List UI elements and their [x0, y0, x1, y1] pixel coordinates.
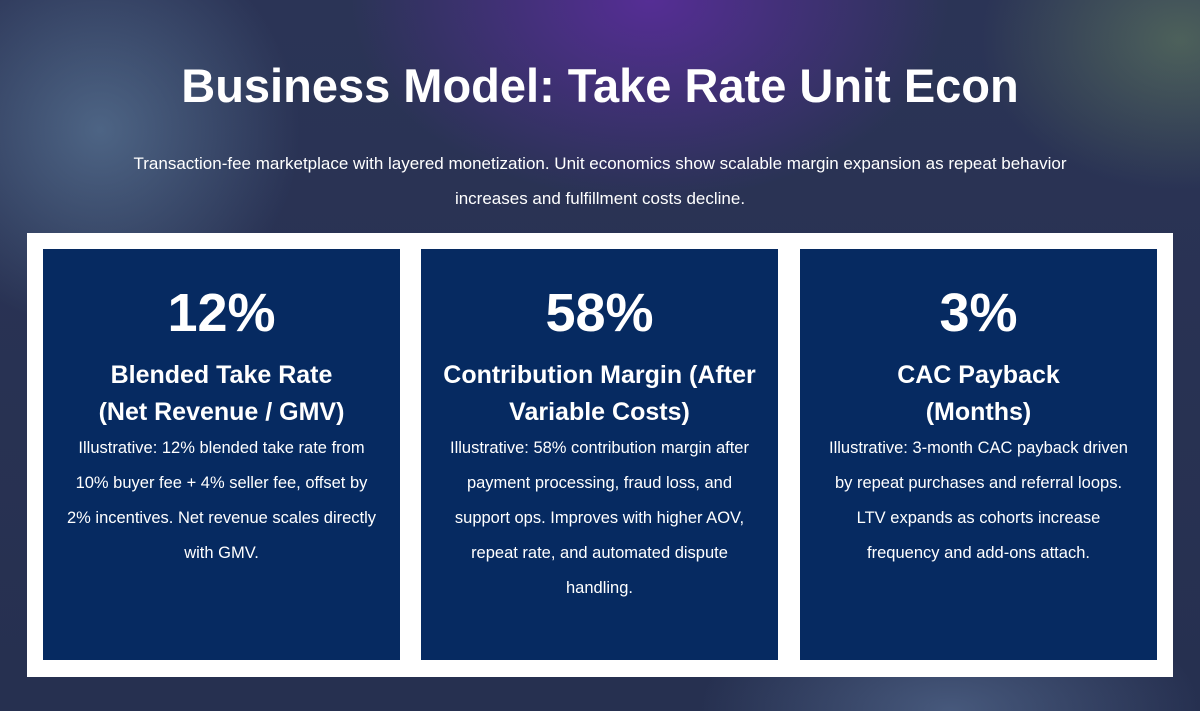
- card-value: 3%: [939, 283, 1018, 343]
- subtitle: Transaction-fee marketplace with layered…: [133, 154, 1067, 208]
- card-value: 12%: [167, 283, 276, 343]
- card-label: Contribution Margin (After Variable Cost…: [443, 361, 756, 426]
- card: 58% Contribution Margin (After Variable …: [421, 249, 778, 660]
- card-description: Illustrative: 12% blended take rate from…: [66, 439, 377, 562]
- card-description: Illustrative: 58% contribution margin af…: [450, 439, 749, 597]
- title: Business Model: Take Rate Unit Econ: [181, 59, 1019, 112]
- card: 3% CAC Payback (Months) Illustrative: 3-…: [800, 249, 1157, 660]
- card-label: CAC Payback (Months): [897, 361, 1060, 426]
- card-label: Blended Take Rate (Net Revenue / GMV): [98, 361, 345, 426]
- card-description: Illustrative: 3-month CAC payback driven…: [829, 439, 1128, 562]
- card-panel: 12% Blended Take Rate (Net Revenue / GMV…: [27, 233, 1173, 677]
- card: 12% Blended Take Rate (Net Revenue / GMV…: [43, 249, 400, 660]
- card-value: 58%: [545, 283, 654, 343]
